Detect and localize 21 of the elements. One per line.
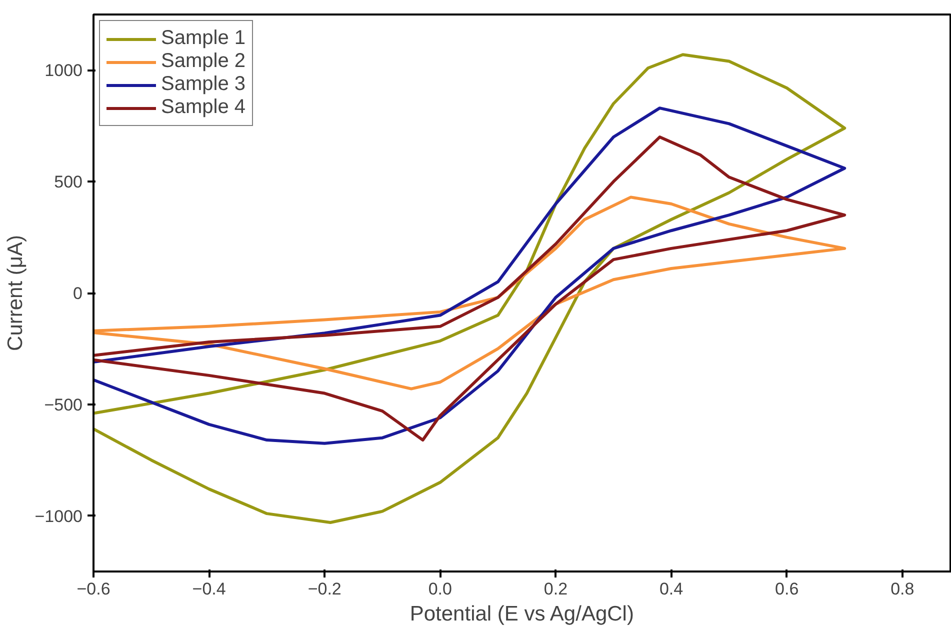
x-tick-label: 0.4 xyxy=(659,580,684,598)
x-tick-label: 0.0 xyxy=(428,580,452,598)
y-axis-title: Current (μA) xyxy=(4,235,27,351)
line-series xyxy=(94,196,846,390)
y-tick-label: −1000 xyxy=(34,506,83,526)
y-tick-label: 500 xyxy=(54,172,83,192)
x-axis-title: Potential (E vs Ag/AgCl) xyxy=(410,602,634,626)
legend-label: Sample 1 xyxy=(161,27,246,50)
legend-label: Sample 2 xyxy=(161,50,246,73)
x-tick-label: −0.4 xyxy=(192,580,226,598)
line-series xyxy=(94,53,846,524)
y-tick-label: −500 xyxy=(44,395,83,414)
y-tick-label: 0 xyxy=(73,284,83,303)
legend-label: Sample 4 xyxy=(161,96,246,119)
x-tick-label: 0.6 xyxy=(775,580,799,598)
y-tick-label: 1000 xyxy=(44,61,83,80)
legend-label: Sample 3 xyxy=(161,73,246,96)
x-tick-label: −0.2 xyxy=(308,580,342,598)
x-tick-label: −0.6 xyxy=(76,580,110,598)
x-tick-label: 0.2 xyxy=(544,580,568,598)
x-tick-label: 0.8 xyxy=(890,580,914,598)
